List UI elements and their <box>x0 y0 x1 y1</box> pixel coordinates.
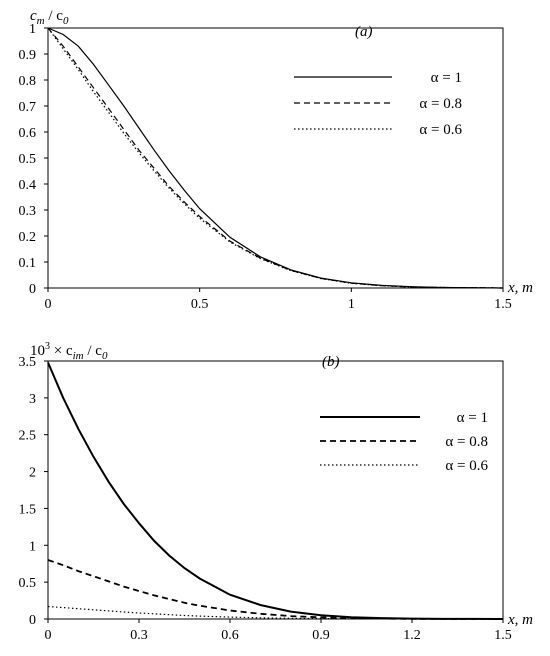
x-tick-label: 0.5 <box>191 297 209 312</box>
y-tick-label: 2 <box>29 466 36 481</box>
y-tick-label: 3.5 <box>19 355 37 370</box>
y-tick-label: 2.5 <box>19 429 37 444</box>
series-line-2 <box>47 27 504 289</box>
y-tick-label: 1.5 <box>19 502 37 517</box>
legend-label-3: α = 0.6 <box>445 458 488 474</box>
panel-b-legend: α = 1 α = 0.8 α = 0.6 <box>320 410 488 474</box>
y-tick-label: 1 <box>29 22 36 37</box>
x-tick-label: 0.9 <box>312 628 330 643</box>
x-tick-label: 1.5 <box>494 628 512 643</box>
y-tick-label: 0.2 <box>19 230 37 245</box>
panel-a-label: (a) <box>355 24 373 40</box>
x-tick-label: 1.5 <box>494 297 512 312</box>
x-tick-label: 0 <box>45 297 52 312</box>
panel-a-series <box>47 27 504 289</box>
y-tick-label: 0.1 <box>19 256 37 271</box>
panel-a-ylabel: cm / c0 <box>30 8 69 27</box>
panel-b-plot-frame <box>47 360 504 620</box>
y-tick-label: 0.7 <box>19 100 37 115</box>
y-tick-label: 0.5 <box>19 576 37 591</box>
panel-a-plot-frame <box>47 27 504 289</box>
panel-a-legend: α = 1 α = 0.8 α = 0.6 <box>294 70 462 138</box>
panel-b-label: (b) <box>322 354 340 370</box>
y-tick-label: 0.8 <box>19 74 37 89</box>
panel-b-x-ticks: 0 0.3 0.6 0.9 1.2 1.5 <box>45 619 512 643</box>
series-line-3 <box>47 27 504 289</box>
series-line-2 <box>47 559 503 620</box>
panel-b-xlabel: x, m <box>507 612 533 628</box>
y-tick-label: 3 <box>29 392 36 407</box>
y-tick-label: 0.6 <box>19 126 37 141</box>
panel-b: (b) 103 × cim / c0 x, m 0 0.3 0.6 0.9 1.2 1.5… <box>19 341 534 643</box>
x-tick-label: 0.3 <box>130 628 148 643</box>
panel-b-ylabel: 103 × cim / c0 <box>30 341 108 362</box>
legend-label-3: α = 0.6 <box>419 122 462 138</box>
legend-label-1: α = 1 <box>431 70 462 86</box>
legend-label-2: α = 0.8 <box>445 434 488 450</box>
series-line-1 <box>47 27 504 289</box>
x-tick-label: 0 <box>45 628 52 643</box>
x-tick-label: 1.2 <box>403 628 421 643</box>
panel-a: (a) cm / c0 x, m 0 0.5 1 1.5 00.10.20.30.40… <box>19 8 534 312</box>
series-line-1 <box>47 362 504 620</box>
panel-a-y-ticks: 0 0.1 0.2 0.3 0.4 0.5 0.6 0.7 0.8 0.9 1 <box>19 22 48 297</box>
y-tick-label: 0.5 <box>19 152 37 167</box>
y-tick-label: 0.3 <box>19 204 37 219</box>
y-tick-label: 0.4 <box>19 178 37 193</box>
panel-a-x-ticks: 0 0.5 1 1.5 <box>45 288 512 312</box>
legend-label-1: α = 1 <box>457 410 488 426</box>
y-tick-label: 0 <box>29 613 36 628</box>
y-tick-label: 1 <box>29 539 36 554</box>
legend-label-2: α = 0.8 <box>419 96 462 112</box>
panel-b-y-ticks: 0 0.5 1 1.5 2 2.5 3 3.5 <box>19 355 48 628</box>
panel-b-series <box>47 362 504 620</box>
series-line-3 <box>47 605 503 620</box>
x-tick-label: 1 <box>348 297 355 312</box>
y-tick-label: 0 <box>29 282 36 297</box>
panel-a-xlabel: x, m <box>507 280 533 296</box>
y-tick-label: 0.9 <box>19 48 37 63</box>
x-tick-label: 0.6 <box>221 628 239 643</box>
